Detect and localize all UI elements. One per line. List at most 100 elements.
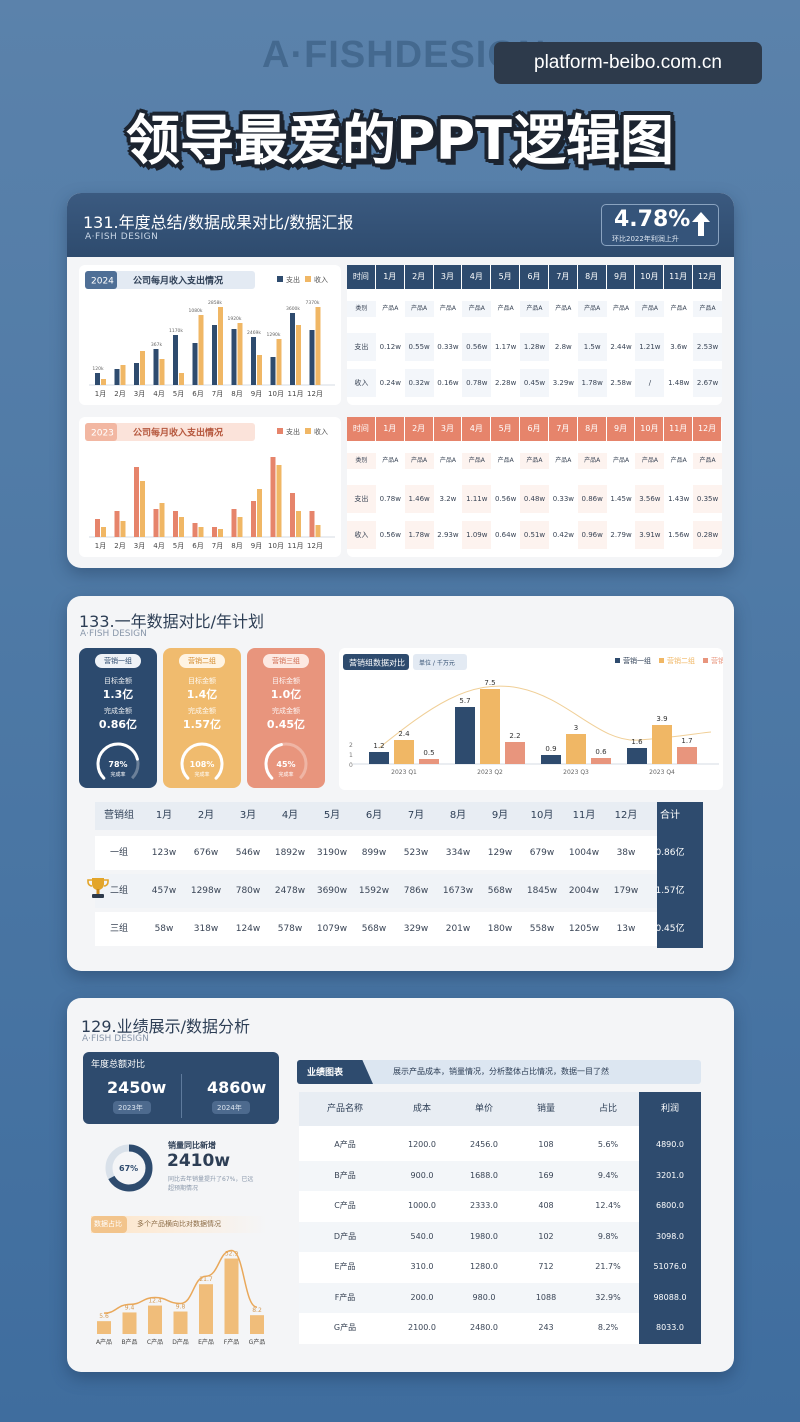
- table-cell: 0.16w: [437, 379, 459, 387]
- income-bar: [276, 339, 282, 385]
- legend-swatch: [659, 658, 664, 663]
- legend-income-swatch: [305, 276, 311, 282]
- table-cell: 9.8%: [597, 1231, 619, 1241]
- table-cell: 679w: [529, 848, 555, 858]
- table-cell: 1.17w: [494, 343, 517, 351]
- growth-donut: [105, 1144, 153, 1192]
- month-label: 12月: [307, 390, 323, 398]
- product-bar-value: 9.4: [125, 1304, 135, 1311]
- table-cell: 523w: [403, 848, 429, 858]
- income-bar: [198, 527, 204, 537]
- table-header-cell: 11月: [664, 417, 693, 441]
- table-cell: 3.2w: [439, 495, 457, 503]
- table-cell: 2.53w: [693, 333, 722, 361]
- table-cell: 408: [538, 1201, 554, 1210]
- table-cell: 0.64w: [494, 531, 517, 539]
- table-header-cell: 1月: [375, 417, 404, 441]
- income-bar: [179, 373, 184, 385]
- table-cell: 0.86w: [577, 485, 607, 513]
- group-gauge: 45% 完成率: [264, 742, 308, 784]
- table-cell: 4890.0: [656, 1140, 684, 1149]
- table-cell: 334w: [445, 848, 471, 858]
- product-bar: [97, 1321, 111, 1334]
- table-header-cell: 9月: [606, 417, 635, 441]
- table-cell: 6800.0: [656, 1201, 684, 1210]
- income-bar: [120, 521, 126, 537]
- table-cell: 1.5w: [577, 333, 607, 361]
- table-header-cell: 3月: [433, 265, 462, 289]
- spend-bar: [212, 527, 217, 537]
- table-cell: 0.78w: [462, 369, 492, 397]
- spend-bar: [95, 519, 100, 537]
- bar-tag-label: 数据占比: [94, 1220, 122, 1228]
- table-header-cell: 8月: [577, 417, 606, 441]
- table-cell: 产品A: [439, 305, 456, 312]
- table-cell: 310.0: [410, 1262, 434, 1271]
- growth-pct: 67%: [119, 1164, 139, 1173]
- table-cell: D产品: [333, 1231, 357, 1241]
- table-cell: 0.56w: [494, 495, 517, 503]
- table-cell: 124w: [235, 924, 261, 934]
- table-2024: 时间 1月 2月 3月 4月 5月 6月 7月 8月 9月 10月 11月 12月 类别 产品A 产品A 产品A…: [347, 265, 722, 405]
- table-cell: 200.0: [410, 1292, 434, 1302]
- table-header-cell: 7月: [548, 417, 577, 441]
- bar-value: 2.4: [398, 730, 410, 738]
- table-cell: 2.8w: [554, 343, 572, 351]
- table-header-cell: 5月: [491, 417, 520, 441]
- table-cell: 712: [538, 1262, 554, 1271]
- table-cell: 3190w: [316, 848, 348, 858]
- bar-value: 1.2: [373, 742, 384, 750]
- y-tick: 0: [349, 762, 353, 769]
- table-cell: 产品A: [670, 457, 687, 464]
- income-bar: [140, 351, 145, 385]
- group-target-label: 目标金额: [104, 677, 132, 685]
- table-cell: 1.78w: [577, 369, 607, 397]
- legend-swatch: [703, 658, 708, 663]
- table-cell: 3690w: [316, 886, 348, 896]
- table-cell: 类别: [347, 453, 376, 469]
- bar-value: 1.7: [681, 737, 692, 745]
- table-header-cell: 10月: [635, 265, 664, 289]
- group-done: 1.57亿: [182, 718, 222, 731]
- table-cell: 8033.0: [656, 1323, 684, 1332]
- table-cell: 2.58w: [610, 379, 632, 387]
- month-label: 2月: [114, 542, 125, 550]
- table-cell: 产品A: [577, 453, 607, 469]
- table-cell: 2333.0: [470, 1201, 498, 1210]
- table-cell: 类别: [347, 301, 376, 317]
- spend-bar: [153, 509, 159, 537]
- product-label: D产品: [172, 1338, 189, 1346]
- growth-title: 销量同比新增: [168, 1141, 216, 1150]
- table-header-cell: 12月: [614, 810, 638, 821]
- group-done-label: 完成金额: [104, 707, 132, 715]
- table-header-cell: 8月: [577, 265, 606, 289]
- table-cell: 产品A: [555, 305, 572, 312]
- income-bar: [140, 481, 145, 537]
- income-bar: [198, 315, 204, 385]
- table-cell: 产品A: [520, 301, 549, 317]
- table-cell: 3098.0: [656, 1231, 684, 1241]
- month-label: 6月: [192, 390, 203, 398]
- table-cell: 108: [538, 1140, 554, 1149]
- sales-2023-year-label: 2023年: [118, 1104, 143, 1112]
- table-cell: 98088.0: [653, 1292, 687, 1302]
- table-cell: 收入: [347, 369, 376, 397]
- quarter-bar: [455, 707, 475, 764]
- quarter-label: 2023 Q3: [563, 769, 589, 776]
- table-cell: 0.51w: [520, 521, 549, 549]
- table-cell: A产品: [334, 1140, 356, 1149]
- table-2023: 时间 1月 2月 3月 4月 5月 6月 7月 8月 9月 10月 11月 12月 类别 产品A 产品A 产品A…: [347, 417, 722, 557]
- table-cell: 38w: [616, 848, 636, 858]
- table-header-cell: 12月: [693, 417, 721, 441]
- income-bar: [159, 359, 165, 385]
- group-target-label: 目标金额: [272, 677, 300, 685]
- bar-value: 7.5: [484, 679, 495, 687]
- total-column-bg: [657, 802, 703, 948]
- spend-bar: [114, 369, 120, 385]
- table-cell: 0.48w: [520, 485, 549, 513]
- product-bar: [148, 1305, 162, 1334]
- spend-bar: [270, 357, 276, 385]
- table-cell: 产品A: [693, 453, 722, 469]
- product-bar-value: 32.9: [225, 1251, 239, 1258]
- bar-value-label: 120k: [92, 366, 104, 372]
